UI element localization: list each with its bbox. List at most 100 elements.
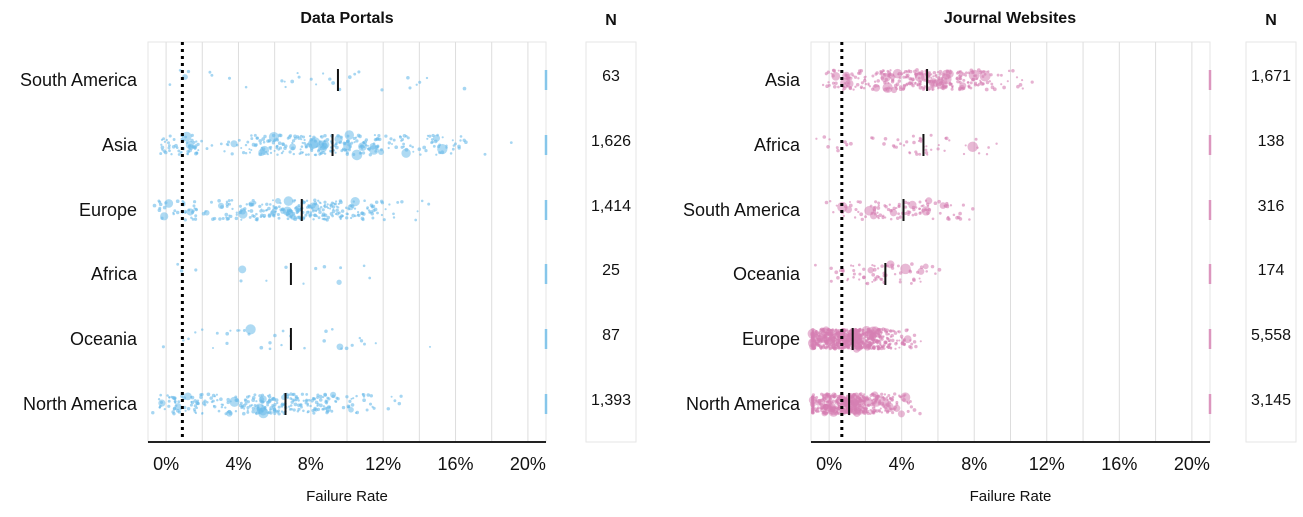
data-point [828,397,833,402]
data-point [906,75,910,79]
data-point [999,73,1003,77]
data-point [318,398,323,402]
data-point [387,146,390,150]
data-point [914,72,918,77]
data-point [399,394,403,398]
data-point [934,272,937,275]
data-point [157,199,161,203]
data-point [880,345,884,349]
data-point [834,270,839,275]
data-point [881,403,885,407]
data-point [402,142,406,146]
data-point [324,218,328,221]
data-point [863,76,866,79]
data-point [870,399,873,402]
data-point [838,394,842,398]
data-point [363,342,366,346]
data-point [873,264,876,268]
data-point [173,399,177,403]
data-point [862,342,869,350]
data-point [961,203,965,207]
data-point [826,336,831,341]
data-point [310,148,314,153]
data-point [815,137,818,140]
data-point [194,411,198,415]
data-point [235,213,238,216]
data-point [183,405,187,410]
data-point [261,203,264,206]
data-point [841,88,845,91]
data-point [312,135,316,140]
data-point [361,151,366,155]
data-point [368,153,372,157]
data-point [995,142,998,145]
data-point [889,209,898,217]
data-point [851,399,859,407]
data-point [250,403,254,407]
data-point [379,199,384,204]
data-point [967,86,971,89]
data-point [186,69,191,74]
data-point [328,77,332,81]
data-point [240,146,243,150]
data-point [948,139,951,142]
data-point [228,214,231,217]
data-point [890,333,894,338]
data-point [876,347,880,351]
data-point [396,200,400,204]
data-point [918,207,921,211]
data-point [290,398,294,401]
data-point [1007,69,1011,73]
data-point [430,138,434,141]
data-point [844,206,852,214]
data-point [846,331,850,336]
data-point [897,212,900,216]
data-point [867,82,870,85]
data-point [229,400,232,403]
data-point [863,406,867,410]
data-point [224,212,229,217]
data-point [358,336,362,340]
data-point [225,202,230,206]
data-point [177,410,182,414]
data-point [259,145,270,155]
data-point [269,203,272,206]
data-point [173,209,177,213]
data-point [912,408,917,412]
data-point [885,332,889,336]
data-point [426,134,429,137]
data-point [168,134,172,138]
data-point [837,329,841,333]
data-point [825,84,829,89]
data-point [380,213,384,217]
data-point [319,151,323,155]
data-point [871,74,875,78]
data-point [194,214,198,218]
data-point [862,86,866,90]
data-point [877,408,881,412]
data-point [891,144,895,148]
data-point [900,263,911,275]
data-point [820,327,824,331]
data-point [269,406,274,410]
data-point [931,87,935,91]
data-point [857,210,860,214]
data-point [827,328,830,331]
data-point [909,339,912,342]
data-point [305,199,309,203]
data-point [339,266,343,270]
data-point [874,200,878,204]
data-point [955,215,959,220]
data-point [195,406,199,410]
data-point [331,209,336,214]
data-point [868,341,872,344]
data-point [958,211,962,216]
data-point [345,206,348,210]
data-point [975,83,978,86]
data-point [894,347,897,350]
data-point [293,217,298,221]
data-point [868,326,878,336]
data-point [316,395,320,399]
data-point [177,400,181,404]
